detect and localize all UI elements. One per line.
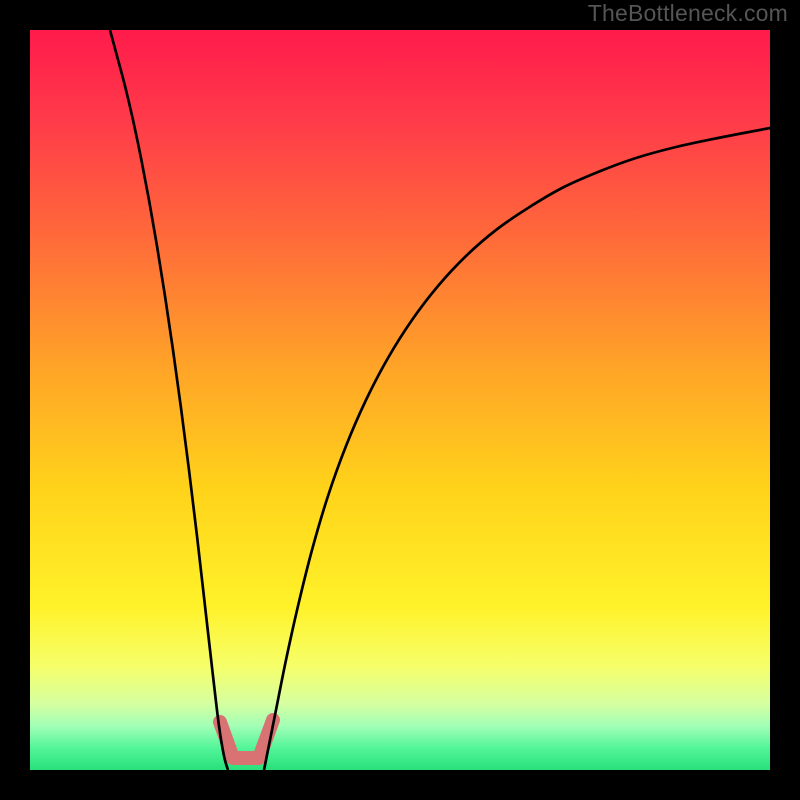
watermark-text: TheBottleneck.com (588, 0, 788, 27)
plot-gradient-area (30, 30, 770, 770)
chart-frame: TheBottleneck.com (0, 0, 800, 800)
bottleneck-chart-svg (0, 0, 800, 800)
